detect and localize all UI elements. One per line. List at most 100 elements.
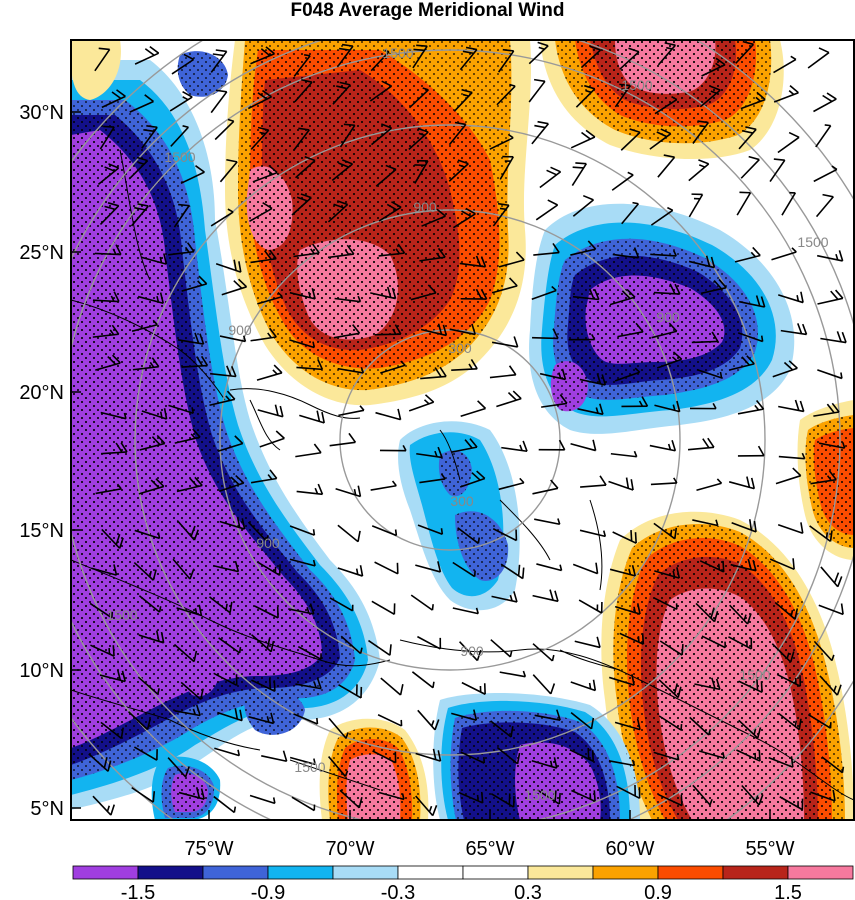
wind-barb: [131, 319, 158, 332]
wind-barb: [256, 561, 281, 577]
coastline-segment: [249, 399, 281, 451]
wind-barb: [415, 795, 438, 817]
wind-barb: [460, 288, 488, 300]
wind-barb: [219, 158, 238, 183]
wind-barb: [571, 789, 596, 803]
range-ring-label: 900: [460, 643, 484, 659]
wind-barb: [771, 643, 795, 663]
wind-barb: [489, 133, 514, 150]
wind-barb: [609, 674, 635, 686]
wind-barb: [134, 45, 160, 65]
wind-barb: [778, 399, 805, 413]
wind-barb: [138, 478, 165, 495]
wind-barb: [297, 645, 322, 660]
wind-barb: [653, 596, 678, 611]
wind-barb: [138, 595, 162, 613]
wind-barb: [773, 84, 799, 103]
wind-barb: [299, 410, 326, 424]
neg-ce-purple2-stipple: [550, 361, 588, 412]
wind-barb: [817, 369, 843, 380]
wind-barb: [459, 255, 487, 268]
wind-barb: [779, 796, 804, 811]
wind-barb: [171, 53, 195, 75]
wind-barb: [221, 278, 248, 296]
wind-barb: [649, 439, 677, 452]
range-ring-1: [219, 209, 681, 671]
wind-barb: [95, 483, 122, 495]
wind-barb: [813, 640, 835, 662]
wind-barb: [656, 351, 683, 369]
lon-tick-label: 60°W: [605, 838, 654, 860]
wind-barb: [250, 327, 277, 342]
wind-barb: [378, 201, 402, 222]
wind-barb: [333, 324, 361, 339]
wind-barb: [327, 244, 355, 259]
neg-ce-purple-stipple: [585, 275, 725, 364]
wind-barb: [534, 518, 561, 526]
wind-barb: [489, 365, 517, 379]
range-ring-label: 1500: [621, 77, 652, 93]
wind-barb: [91, 564, 118, 576]
wind-barb: [740, 155, 760, 179]
wind-barb: [501, 440, 528, 453]
coastline-segment: [399, 639, 854, 801]
lat-tick-label: 20°N: [19, 382, 64, 404]
wind-barb: [337, 565, 364, 577]
wind-barb: [458, 641, 482, 662]
wind-barb: [132, 357, 160, 371]
wind-barb: [370, 49, 390, 72]
wind-barb: [327, 756, 349, 777]
colorbar-swatch: [462, 865, 529, 880]
wind-barb: [575, 84, 596, 108]
wind-barb: [419, 247, 446, 262]
colorbar-swatch: [592, 865, 659, 880]
wind-barb: [451, 359, 478, 371]
wind-barb: [249, 794, 276, 805]
wind-barb: [375, 164, 397, 187]
wind-barb: [688, 193, 704, 218]
wind-barb: [127, 711, 152, 731]
wind-barb: [570, 439, 597, 452]
wind-barb: [688, 255, 716, 269]
wind-barb: [371, 600, 396, 616]
wind-barb: [370, 123, 393, 146]
wind-barb: [377, 714, 403, 727]
wind-barb: [289, 756, 317, 766]
wind-barb: [650, 477, 678, 486]
wind-barb: [776, 673, 802, 687]
range-ring-label: 300: [448, 340, 472, 356]
wind-barb: [339, 123, 356, 148]
wind-barb: [734, 246, 761, 263]
neg-west-purple-stipple: [71, 130, 322, 748]
wind-barb: [689, 402, 717, 410]
wind-barb: [410, 594, 434, 611]
wind-barb: [101, 442, 128, 455]
lat-tick-label: 25°N: [19, 242, 64, 264]
wind-barb: [370, 286, 397, 300]
wind-barb: [699, 85, 721, 108]
wind-barb: [181, 275, 208, 292]
range-ring-label: 1500: [797, 234, 828, 250]
wind-barb: [420, 366, 447, 380]
wind-barb: [417, 524, 444, 535]
wind-barb: [296, 483, 324, 496]
wind-barb: [173, 643, 198, 663]
wind-barb: [651, 322, 678, 339]
wind-barb: [412, 44, 428, 69]
wind-barb: [653, 751, 680, 761]
wind-barb: [92, 324, 120, 338]
wind-barb: [250, 46, 276, 65]
wind-barb: [570, 712, 595, 730]
range-ring-label: 900: [228, 322, 252, 338]
wind-barb: [821, 756, 845, 774]
wind-barb: [451, 709, 478, 721]
wind-barb: [807, 713, 832, 729]
wind-barb: [374, 561, 399, 575]
wind-barb: [775, 467, 802, 485]
wind-barb: [769, 558, 795, 571]
wind-barb: [612, 529, 637, 544]
wind-barb: [181, 355, 209, 368]
wind-barb: [410, 284, 437, 301]
wind-barb: [411, 671, 435, 689]
